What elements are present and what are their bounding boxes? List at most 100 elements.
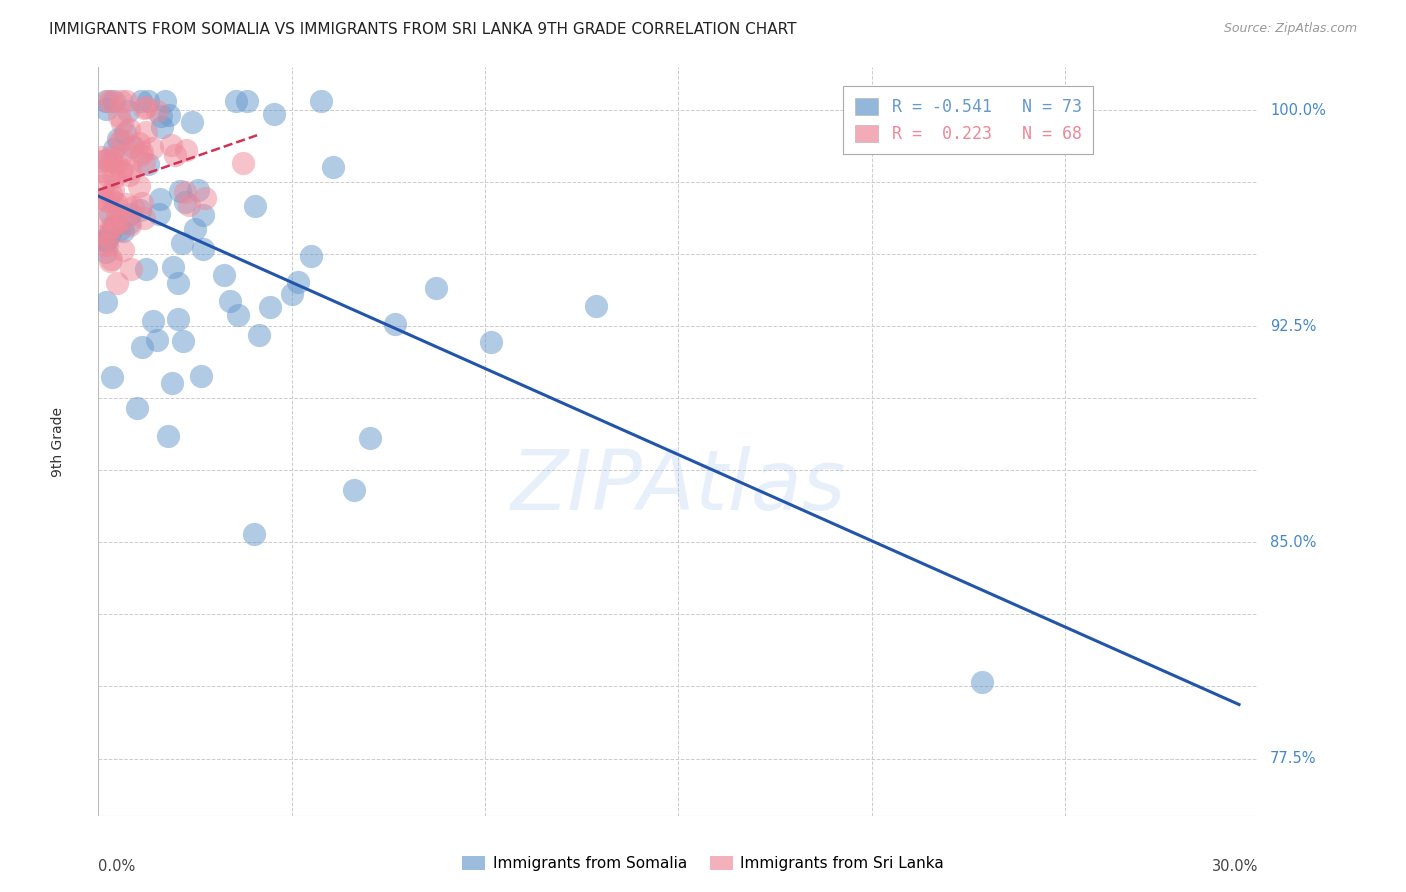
Point	[120, 206, 142, 220]
Point	[103, 95, 125, 109]
Point	[166, 311, 188, 326]
Point	[172, 334, 194, 348]
Point	[105, 210, 128, 224]
Point	[174, 194, 197, 209]
Point	[100, 219, 122, 234]
Text: 9th Grade: 9th Grade	[51, 407, 65, 476]
Point	[162, 260, 184, 274]
Point	[91, 154, 114, 169]
Point	[972, 675, 994, 690]
Point	[114, 126, 136, 140]
Text: 85.0%: 85.0%	[1270, 535, 1316, 549]
Point	[142, 314, 165, 328]
Point	[91, 192, 114, 206]
Point	[146, 103, 169, 118]
Point	[225, 95, 247, 109]
Point	[155, 95, 177, 109]
Point	[184, 221, 207, 235]
Point	[91, 190, 114, 204]
Point	[93, 178, 115, 193]
Point	[287, 275, 309, 289]
Point	[97, 229, 120, 244]
Point	[148, 207, 170, 221]
Point	[120, 262, 142, 277]
Text: Source: ZipAtlas.com: Source: ZipAtlas.com	[1223, 22, 1357, 36]
Point	[174, 143, 197, 157]
Point	[103, 219, 125, 234]
Point	[190, 369, 212, 384]
Point	[121, 200, 143, 214]
Point	[107, 132, 129, 146]
Point	[122, 139, 145, 153]
Point	[243, 527, 266, 541]
Point	[117, 103, 139, 118]
Point	[187, 183, 209, 197]
Point	[100, 193, 122, 207]
Point	[98, 253, 121, 268]
Point	[150, 120, 173, 135]
Point	[135, 100, 157, 114]
Point	[96, 153, 118, 167]
Point	[100, 153, 122, 168]
Point	[299, 249, 322, 263]
Point	[129, 95, 152, 109]
Point	[98, 227, 121, 242]
Point	[167, 276, 190, 290]
Point	[129, 203, 152, 218]
Point	[103, 170, 125, 185]
Point	[110, 147, 132, 161]
Point	[91, 150, 114, 164]
Text: IMMIGRANTS FROM SOMALIA VS IMMIGRANTS FROM SRI LANKA 9TH GRADE CORRELATION CHART: IMMIGRANTS FROM SOMALIA VS IMMIGRANTS FR…	[49, 22, 797, 37]
Point	[146, 333, 169, 347]
Point	[111, 162, 134, 177]
Point	[281, 286, 304, 301]
Point	[96, 95, 118, 109]
Point	[177, 198, 200, 212]
Point	[127, 401, 149, 415]
Point	[103, 219, 125, 234]
Point	[97, 95, 120, 109]
Point	[132, 211, 155, 225]
Text: 100.0%: 100.0%	[1270, 103, 1326, 118]
Point	[343, 483, 366, 498]
Point	[115, 95, 138, 109]
Point	[219, 294, 242, 309]
Point	[118, 121, 141, 136]
Legend: Immigrants from Somalia, Immigrants from Sri Lanka: Immigrants from Somalia, Immigrants from…	[456, 850, 950, 877]
Point	[194, 191, 217, 205]
Point	[96, 211, 118, 225]
Point	[169, 184, 191, 198]
Point	[170, 235, 193, 250]
Point	[98, 207, 121, 221]
Point	[94, 227, 117, 242]
Point	[91, 238, 114, 252]
Point	[159, 137, 181, 152]
Point	[108, 109, 131, 123]
Point	[118, 168, 141, 182]
Point	[163, 147, 186, 161]
Point	[101, 183, 124, 197]
Point	[129, 148, 152, 162]
Point	[108, 223, 131, 237]
Text: 77.5%: 77.5%	[1270, 751, 1316, 766]
Point	[181, 115, 204, 129]
Point	[118, 216, 141, 230]
Point	[243, 199, 266, 213]
Point	[232, 155, 254, 169]
Point	[111, 132, 134, 146]
Text: ZIPAtlas: ZIPAtlas	[510, 446, 846, 527]
Point	[132, 101, 155, 115]
Point	[120, 161, 142, 176]
Point	[100, 187, 122, 202]
Legend: R = -0.541   N = 73, R =  0.223   N = 68: R = -0.541 N = 73, R = 0.223 N = 68	[844, 87, 1094, 154]
Point	[105, 215, 128, 229]
Point	[131, 145, 153, 159]
Point	[110, 95, 132, 109]
Point	[150, 109, 173, 123]
Point	[173, 185, 195, 199]
Point	[136, 157, 159, 171]
Point	[235, 95, 257, 109]
Point	[100, 95, 122, 109]
Point	[149, 193, 172, 207]
Point	[96, 238, 118, 252]
